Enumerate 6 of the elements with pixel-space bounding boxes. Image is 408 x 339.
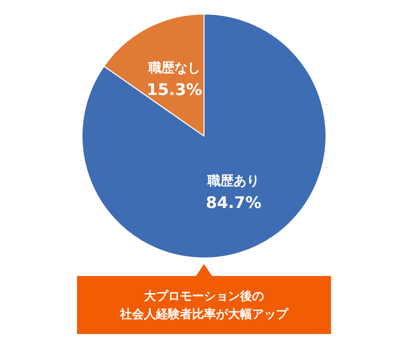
- data-label: 15.3%: [146, 80, 202, 99]
- text: 社会人経験者比率が大幅アップ: [120, 306, 288, 323]
- text: 大プロモーション後の: [144, 288, 264, 305]
- data-label: 84.7%: [206, 193, 262, 212]
- slice-label: 職歴なし: [147, 60, 200, 76]
- slice-label: 職歴あり: [206, 173, 260, 190]
